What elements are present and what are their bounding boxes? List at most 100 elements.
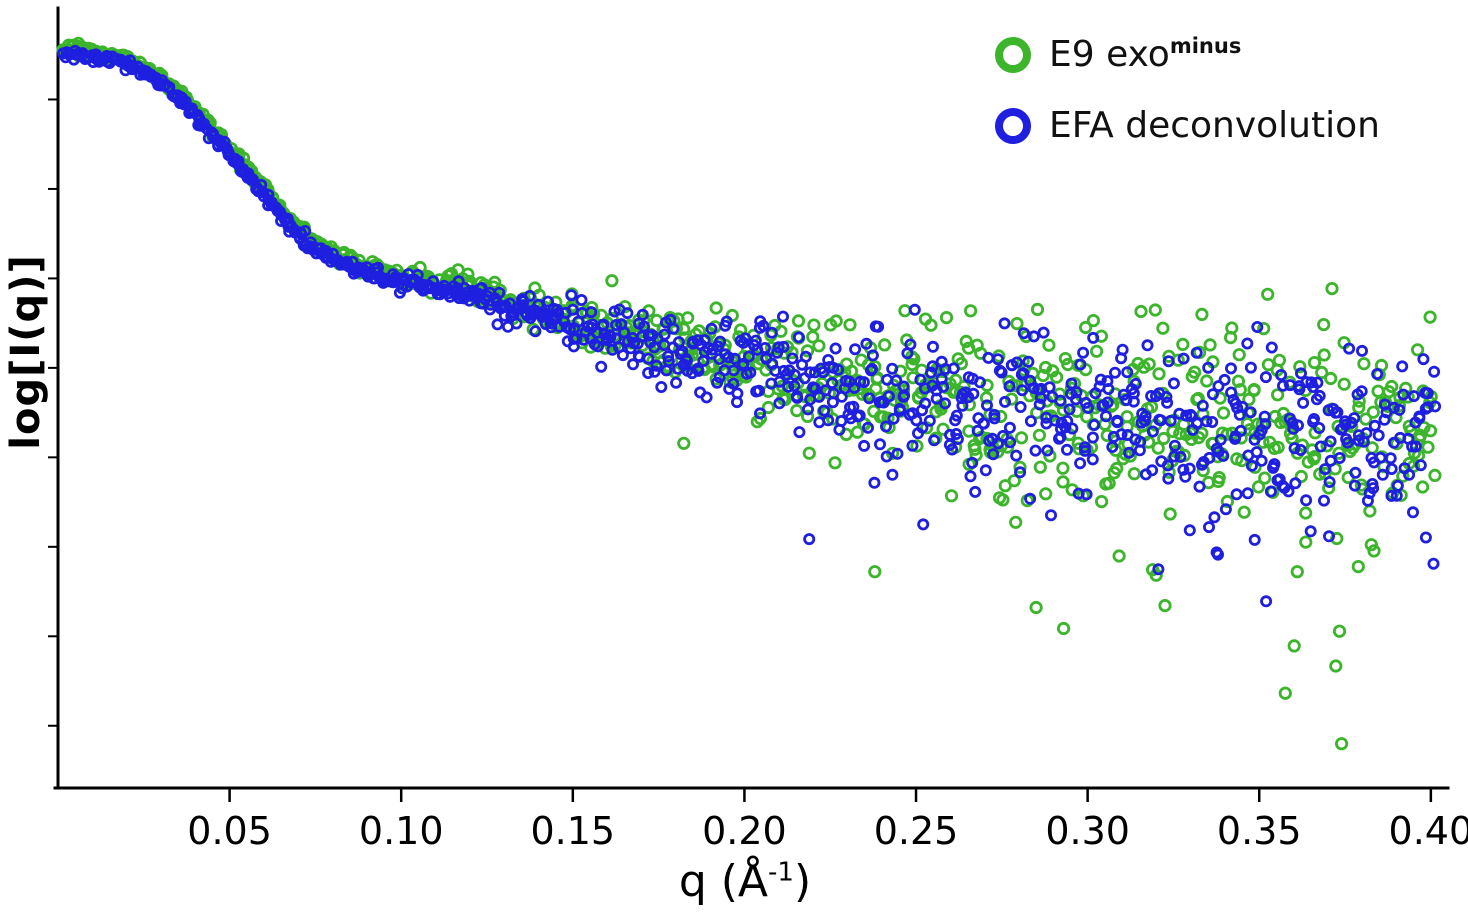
point-e9-exo-minus <box>1007 474 1021 488</box>
point-e9-exo-minus <box>1324 371 1338 386</box>
point-efa-deconvolution <box>650 359 663 372</box>
point-efa-deconvolution <box>792 331 805 344</box>
x-tick-label: 0.10 <box>359 809 444 853</box>
point-efa-deconvolution <box>523 289 536 302</box>
point-efa-deconvolution <box>951 432 964 445</box>
point-e9-exo-minus <box>1371 384 1385 398</box>
point-efa-deconvolution <box>1264 485 1277 498</box>
point-efa-deconvolution <box>565 289 578 302</box>
x-axis-title-close: ) <box>793 856 812 907</box>
point-efa-deconvolution <box>560 321 573 334</box>
point-e9-exo-minus <box>1237 505 1251 519</box>
point-efa-deconvolution <box>1390 489 1403 502</box>
point-efa-deconvolution <box>1372 429 1385 442</box>
point-efa-deconvolution <box>1043 381 1056 394</box>
point-e9-exo-minus <box>1278 686 1292 700</box>
point-efa-deconvolution <box>575 293 588 306</box>
point-e9-exo-minus <box>1056 475 1070 489</box>
point-efa-deconvolution <box>977 417 990 430</box>
point-efa-deconvolution <box>739 332 752 345</box>
point-e9-exo-minus <box>979 391 994 405</box>
point-e9-exo-minus <box>968 442 982 456</box>
point-e9-exo-minus <box>1359 412 1373 426</box>
point-e9-exo-minus <box>939 310 954 325</box>
point-e9-exo-minus <box>1231 374 1246 388</box>
point-efa-deconvolution <box>1333 451 1346 464</box>
point-e9-exo-minus <box>1234 431 1248 445</box>
point-e9-exo-minus <box>802 446 816 460</box>
point-efa-deconvolution <box>1413 410 1426 423</box>
point-efa-deconvolution <box>793 426 806 439</box>
point-e9-exo-minus <box>1225 321 1239 335</box>
point-e9-exo-minus <box>1156 321 1170 335</box>
point-efa-deconvolution <box>1356 344 1369 357</box>
point-e9-exo-minus <box>761 400 776 415</box>
point-e9-exo-minus <box>963 304 978 318</box>
point-efa-deconvolution <box>1041 444 1054 457</box>
point-e9-exo-minus <box>1032 428 1047 442</box>
point-e9-exo-minus <box>1428 468 1442 482</box>
point-efa-deconvolution <box>1027 330 1040 343</box>
x-tick-label: 0.15 <box>531 809 616 853</box>
point-efa-deconvolution <box>1024 492 1037 505</box>
point-e9-exo-minus <box>1149 568 1163 582</box>
point-efa-deconvolution <box>1082 401 1095 414</box>
point-efa-deconvolution <box>453 292 466 305</box>
point-efa-deconvolution <box>890 374 903 387</box>
point-efa-deconvolution <box>722 351 735 364</box>
point-e9-exo-minus <box>709 301 723 315</box>
point-efa-deconvolution <box>1397 388 1410 401</box>
point-e9-exo-minus <box>1247 382 1261 397</box>
point-efa-deconvolution <box>1014 400 1027 413</box>
point-efa-deconvolution <box>744 366 757 379</box>
point-efa-deconvolution <box>914 373 927 386</box>
point-efa-deconvolution <box>765 326 778 339</box>
x-axis-title-sup: -1 <box>768 857 794 888</box>
point-e9-exo-minus <box>1134 304 1148 319</box>
point-efa-deconvolution <box>1121 366 1134 379</box>
point-efa-deconvolution <box>1368 419 1381 432</box>
point-efa-deconvolution <box>753 384 766 397</box>
point-e9-exo-minus <box>1102 476 1116 490</box>
point-efa-deconvolution <box>606 343 619 356</box>
point-e9-exo-minus <box>1335 737 1349 751</box>
point-efa-deconvolution <box>788 368 801 381</box>
point-efa-deconvolution <box>1225 362 1238 375</box>
point-e9-exo-minus <box>1220 494 1235 509</box>
x-tick-label: 0.35 <box>1217 809 1302 853</box>
point-efa-deconvolution <box>772 341 785 354</box>
point-efa-deconvolution <box>822 414 835 427</box>
point-efa-deconvolution <box>648 365 661 378</box>
point-efa-deconvolution <box>1174 450 1187 463</box>
point-efa-deconvolution <box>891 447 904 460</box>
x-tick-label: 0.30 <box>1045 809 1130 853</box>
point-efa-deconvolution <box>595 360 608 373</box>
point-efa-deconvolution <box>882 390 895 403</box>
point-e9-exo-minus <box>1043 449 1057 463</box>
point-e9-exo-minus <box>1396 469 1410 483</box>
point-efa-deconvolution <box>1349 466 1362 479</box>
point-e9-exo-minus <box>1293 360 1307 374</box>
y-axis-title: log[I(q)] <box>3 254 49 450</box>
point-efa-deconvolution <box>1314 440 1327 453</box>
point-efa-deconvolution <box>1251 320 1264 333</box>
point-efa-deconvolution <box>1004 436 1017 449</box>
point-efa-deconvolution <box>1191 416 1204 429</box>
point-efa-deconvolution <box>714 335 727 348</box>
point-efa-deconvolution <box>1120 393 1133 406</box>
point-efa-deconvolution <box>658 328 671 341</box>
point-e9-exo-minus <box>1014 431 1029 445</box>
point-efa-deconvolution <box>1417 353 1430 366</box>
point-efa-deconvolution <box>1003 380 1016 393</box>
point-efa-deconvolution <box>720 315 733 328</box>
point-e9-exo-minus <box>1016 354 1030 368</box>
point-e9-exo-minus <box>1357 357 1371 371</box>
point-efa-deconvolution <box>1190 346 1203 359</box>
point-efa-deconvolution <box>1387 401 1400 414</box>
point-efa-deconvolution <box>1203 451 1216 464</box>
x-axis-title: q (Å-1) <box>679 856 811 907</box>
point-efa-deconvolution <box>979 464 992 477</box>
point-e9-exo-minus <box>1090 344 1104 358</box>
point-efa-deconvolution <box>220 142 233 155</box>
